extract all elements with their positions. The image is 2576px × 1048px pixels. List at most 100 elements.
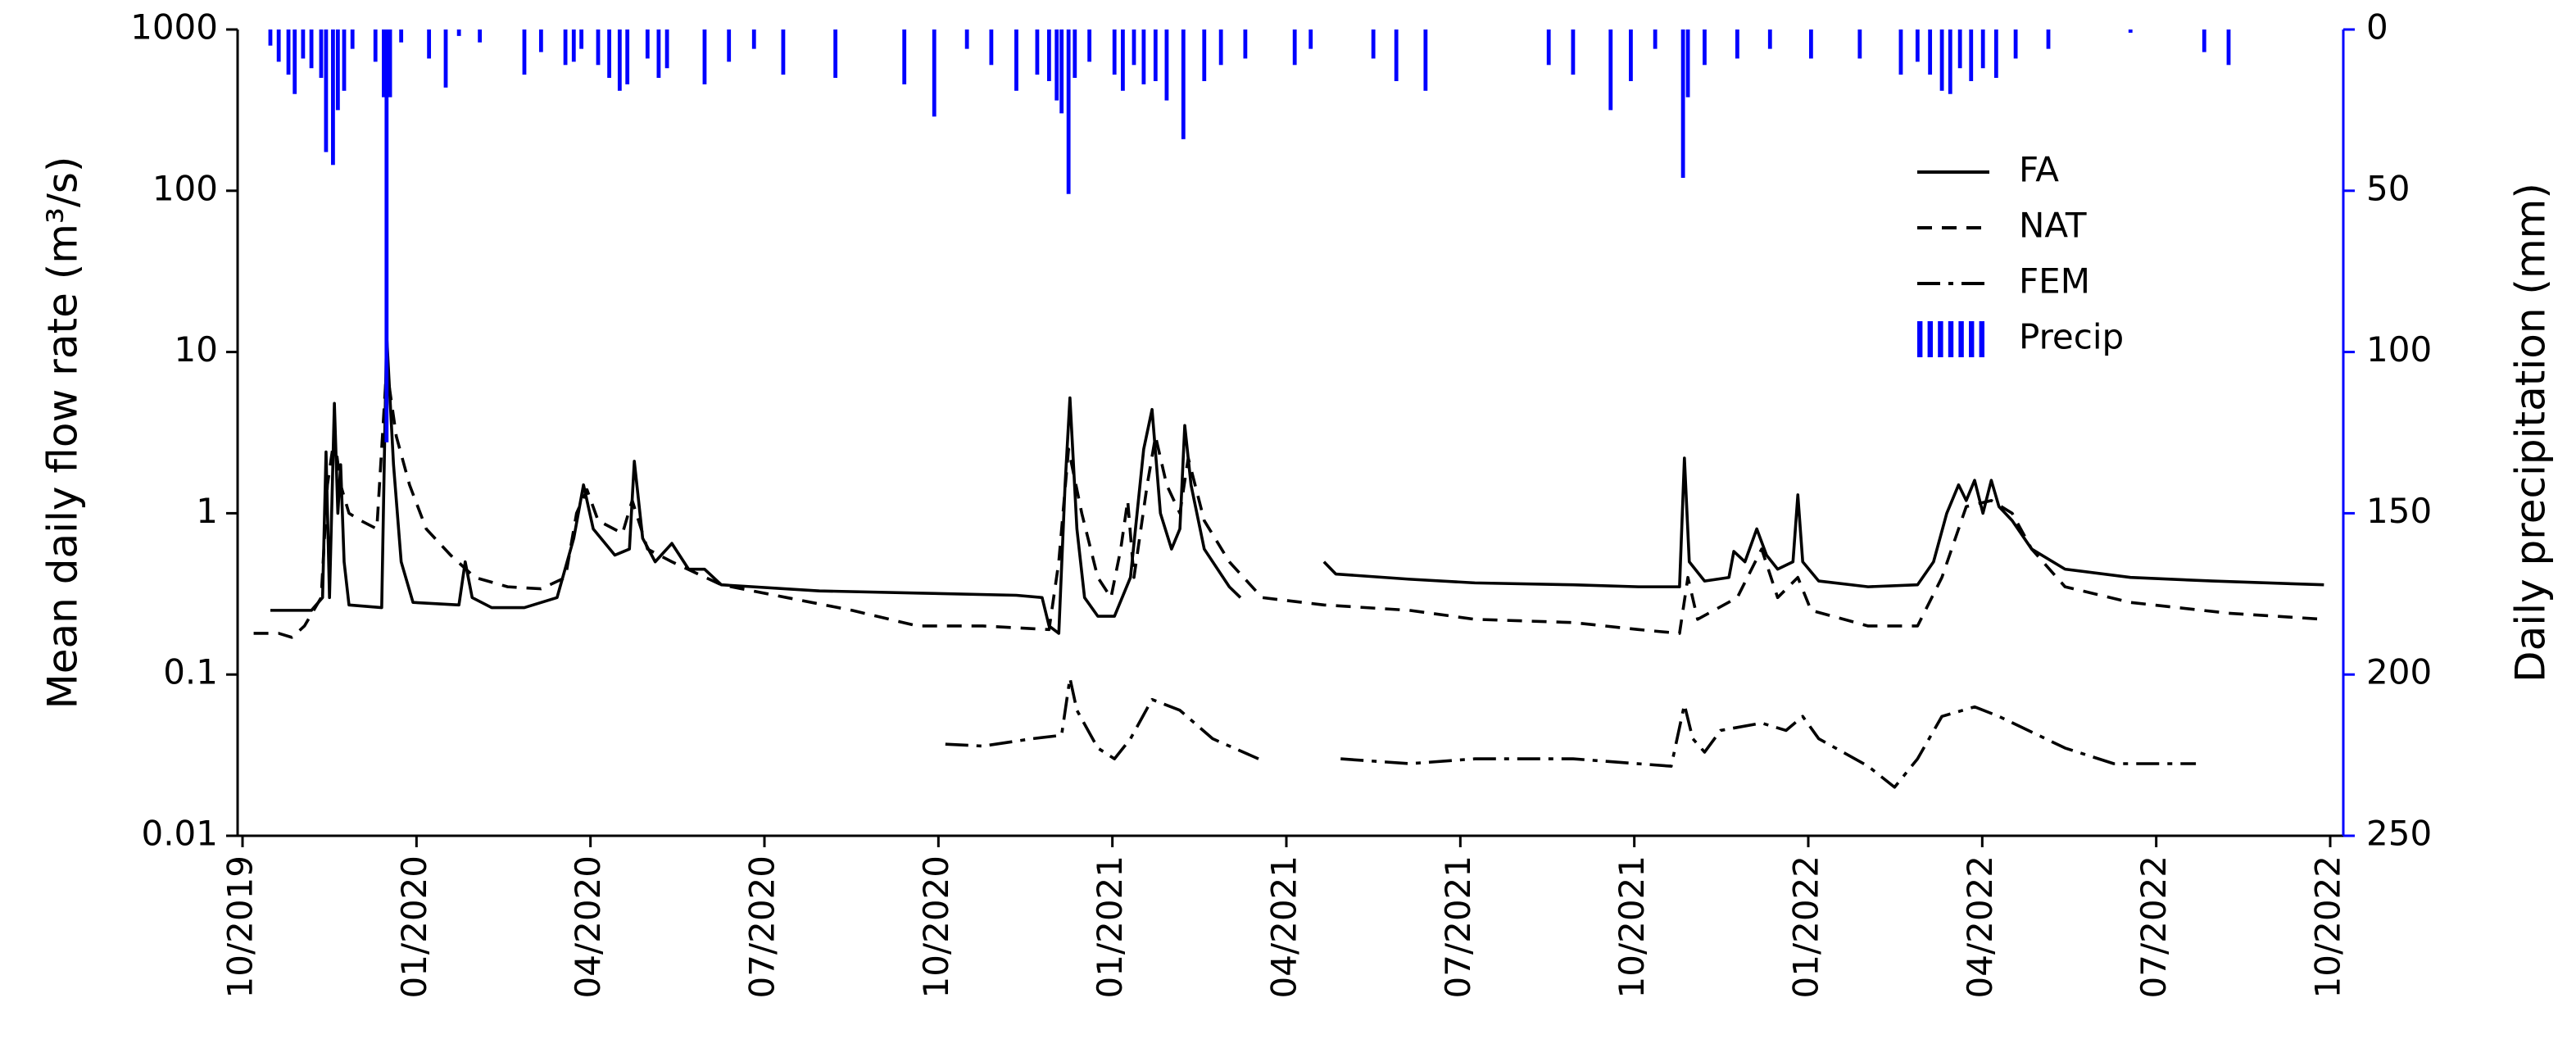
precip-bar xyxy=(1059,29,1064,114)
precip-bar xyxy=(2128,29,2133,33)
precip-bar xyxy=(301,29,306,59)
precip-bar xyxy=(1767,29,1772,49)
precip-bar xyxy=(324,29,329,152)
y2-axis-label: Daily precipitation (mm) xyxy=(2507,183,2555,683)
precip-bar xyxy=(1121,29,1125,91)
precip-bar xyxy=(1969,29,1974,81)
x-tick-label: 10/2020 xyxy=(916,855,956,998)
precip-bar xyxy=(1571,29,1576,75)
precip-bar xyxy=(1218,29,1223,66)
x-tick-label: 07/2022 xyxy=(2134,855,2174,998)
legend-swatch xyxy=(1917,321,1923,357)
precip-bar xyxy=(427,29,432,59)
precip-bar xyxy=(309,29,314,69)
legend-swatch xyxy=(1969,321,1975,357)
precip-bar xyxy=(384,29,389,442)
legend-swatch xyxy=(1958,321,1964,357)
y2-tick-label: 100 xyxy=(2366,329,2432,370)
precip-bar xyxy=(268,29,273,46)
precip-bar xyxy=(571,29,576,62)
precip-bar xyxy=(1928,29,1933,75)
precip-bar xyxy=(1948,29,1952,94)
precip-bar xyxy=(902,29,907,84)
y-tick-label: 0.1 xyxy=(163,652,218,692)
x-tick-label: 07/2020 xyxy=(742,855,782,998)
legend-label: Precip xyxy=(2019,317,2124,357)
precip-bar xyxy=(1073,29,1077,79)
precip-bar xyxy=(1035,29,1040,75)
precip-bar xyxy=(399,29,404,43)
legend-swatch xyxy=(1927,321,1933,357)
precip-bar xyxy=(617,29,622,91)
y2-tick-label: 200 xyxy=(2366,652,2432,692)
precip-bar xyxy=(2013,29,2018,59)
precip-bar xyxy=(964,29,969,49)
precip-bar xyxy=(1898,29,1903,75)
precip-bar xyxy=(1164,29,1169,101)
precip-bar xyxy=(1054,29,1059,101)
precip-bar xyxy=(989,29,994,66)
precip-bar xyxy=(538,29,543,52)
series-line xyxy=(945,676,2197,789)
precip-bar xyxy=(1939,29,1944,91)
precip-bar xyxy=(1243,29,1248,59)
precip-bar xyxy=(342,29,347,91)
legend-swatch xyxy=(1948,321,1954,357)
precip-bar xyxy=(2046,29,2051,49)
precip-bar xyxy=(319,29,324,79)
precip-bar xyxy=(478,29,483,43)
series-line xyxy=(253,365,2324,639)
x-tick-label: 04/2022 xyxy=(1960,855,2000,998)
precip-bar xyxy=(1087,29,1092,62)
precip-bar xyxy=(1292,29,1297,66)
precip-bar xyxy=(1112,29,1117,75)
precip-bar xyxy=(522,29,527,75)
precip-bar xyxy=(607,29,611,79)
precip-bar xyxy=(625,29,630,84)
precip-bar xyxy=(1915,29,1920,62)
precip-bar xyxy=(645,29,650,59)
precip-bar xyxy=(2226,29,2231,66)
precip-bar xyxy=(388,29,392,98)
precip-bar xyxy=(1680,29,1685,179)
precip-bar xyxy=(781,29,786,75)
y-tick-label: 0.01 xyxy=(141,814,218,854)
precip-bar xyxy=(1046,29,1051,81)
y2-tick-label: 0 xyxy=(2366,7,2388,48)
y-tick-label: 1000 xyxy=(130,7,218,48)
y-tick-label: 10 xyxy=(175,329,218,370)
precip-bar xyxy=(456,29,461,36)
y2-tick-label: 50 xyxy=(2366,168,2410,208)
series-line xyxy=(270,332,2324,635)
precip-bar xyxy=(1394,29,1399,81)
precip-bar xyxy=(1980,29,1985,69)
x-tick-label: 10/2021 xyxy=(1612,855,1652,998)
precip-bar xyxy=(1608,29,1613,111)
precip-bar xyxy=(1993,29,1998,79)
precip-bar xyxy=(1423,29,1428,91)
x-tick-label: 10/2019 xyxy=(220,855,261,998)
precip-bar xyxy=(1153,29,1158,81)
precip-bar xyxy=(1735,29,1739,59)
precip-bar xyxy=(932,29,937,117)
precip-bar xyxy=(1857,29,1862,59)
legend-swatch xyxy=(1979,321,1984,357)
precip-bar xyxy=(1371,29,1376,59)
x-tick-label: 01/2021 xyxy=(1090,855,1130,998)
precip-bar xyxy=(1141,29,1146,84)
precip-bar xyxy=(1202,29,1207,81)
precip-bar xyxy=(579,29,584,49)
precip-bar xyxy=(1066,29,1071,194)
x-tick-label: 01/2020 xyxy=(394,855,434,998)
precip-bar xyxy=(335,29,340,111)
precip-bar xyxy=(350,29,355,49)
x-tick-label: 04/2021 xyxy=(1264,855,1304,998)
precip-bar xyxy=(1308,29,1313,49)
precip-bar xyxy=(331,29,335,166)
precip-bar xyxy=(702,29,707,84)
y2-tick-label: 250 xyxy=(2366,814,2432,854)
precip-bar xyxy=(1629,29,1633,81)
precip-bar xyxy=(596,29,601,66)
y-axis-label: Mean daily flow rate (m³/s) xyxy=(39,157,87,710)
